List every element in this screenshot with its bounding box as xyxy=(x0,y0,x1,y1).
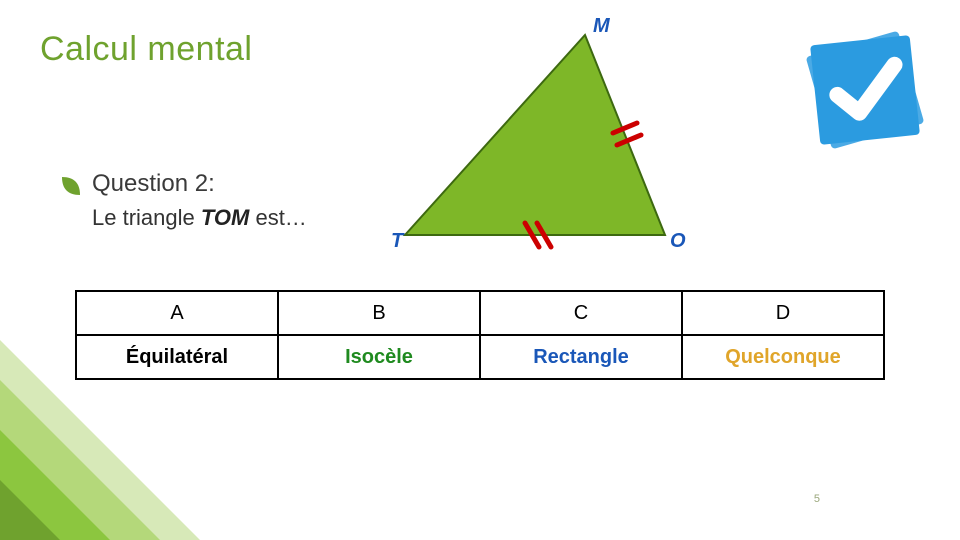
checkmark-icon xyxy=(790,15,940,170)
table-header-row: A B C D xyxy=(76,291,884,335)
table-header-cell: C xyxy=(480,291,682,335)
vertex-label-m: M xyxy=(593,15,610,38)
answer-option-b[interactable]: Isocèle xyxy=(278,335,480,379)
triangle-figure: M T O xyxy=(395,25,685,250)
answer-option-d[interactable]: Quelconque xyxy=(682,335,884,379)
question-text: Le triangle TOM est… xyxy=(92,205,307,231)
page-number: 5 xyxy=(814,493,820,505)
answer-option-c[interactable]: Rectangle xyxy=(480,335,682,379)
table-header-cell: A xyxy=(76,291,278,335)
bullet-leaf-icon xyxy=(60,175,82,197)
slide: Calcul mental Question 2: Le triangle TO… xyxy=(0,0,960,540)
table-header-cell: B xyxy=(278,291,480,335)
page-title: Calcul mental xyxy=(40,30,252,69)
table-row: Équilatéral Isocèle Rectangle Quelconque xyxy=(76,335,884,379)
table-header-cell: D xyxy=(682,291,884,335)
vertex-label-t: T xyxy=(391,230,403,253)
answer-option-a[interactable]: Équilatéral xyxy=(76,335,278,379)
question-label: Question 2: xyxy=(92,170,215,198)
vertex-label-o: O xyxy=(670,230,686,253)
answer-table: A B C D Équilatéral Isocèle Rectangle Qu… xyxy=(75,290,885,380)
